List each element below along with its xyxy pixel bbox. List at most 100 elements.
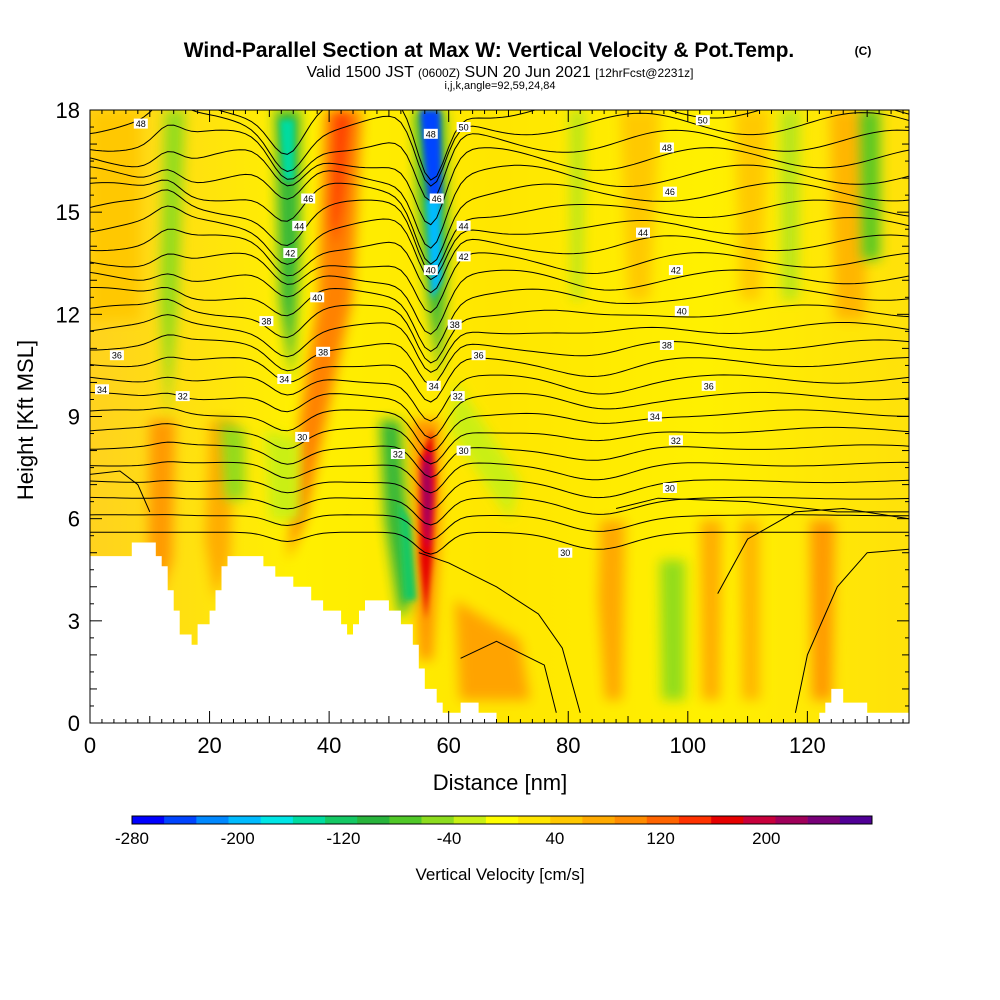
- contour-label: 32: [393, 450, 403, 460]
- contour-label-bg: [659, 142, 674, 153]
- updraft-left-top: [90, 110, 140, 320]
- isentrope-line: [90, 441, 909, 478]
- contour-label: 40: [312, 293, 322, 303]
- y-axis-label: Height [Kft MSL]: [13, 340, 38, 500]
- isentrope-line: [90, 189, 909, 273]
- contour-label: 46: [665, 187, 675, 197]
- colorbar-tick-labels: -280 -200 -120 -40 40 120 200: [115, 829, 781, 848]
- contour-label: 46: [432, 194, 442, 204]
- isentrope-line: [460, 640, 557, 713]
- x-tick-label: 120: [789, 733, 826, 758]
- isentrope-line: [90, 124, 909, 202]
- colorbar-swatch: [260, 816, 294, 824]
- contour-label-bg: [426, 380, 441, 391]
- contour-label: 36: [112, 351, 122, 361]
- colorbar-swatch: [775, 816, 808, 824]
- downdraft-core-left: [280, 120, 294, 180]
- colorbar-swatch: [646, 816, 680, 824]
- isentrope-line: [90, 269, 909, 335]
- colorbar-tick-label: -120: [326, 829, 360, 848]
- y-tick-label: 3: [68, 609, 80, 634]
- contour-label: 38: [662, 341, 672, 351]
- isentrope-line: [90, 531, 909, 555]
- isentrope-line: [90, 374, 909, 422]
- colorbar-frame: [131, 815, 873, 825]
- updraft-upper-right-2: [735, 110, 770, 300]
- downdraft-core-low: [398, 500, 416, 600]
- colorbar-swatch: [711, 816, 744, 824]
- contour-label-bg: [390, 449, 405, 459]
- contour-label: 40: [677, 306, 687, 316]
- contour-label: 34: [650, 412, 660, 422]
- isentrope-line: [615, 497, 909, 513]
- updraft-low-level: [455, 600, 530, 700]
- isentrope-line: [90, 470, 151, 513]
- title-tag: (C): [855, 44, 872, 58]
- updraft-upper-right: [620, 110, 660, 300]
- contour-label: 40: [426, 266, 436, 276]
- contour-label-bg: [636, 227, 650, 238]
- colorbar-tick-label: 40: [545, 829, 564, 848]
- colorbar-swatch: [582, 816, 615, 824]
- contour-label-bg: [292, 220, 307, 231]
- y-tick-label: 0: [68, 711, 80, 736]
- contour-label: 30: [560, 548, 570, 558]
- contour-label-bg: [695, 115, 710, 126]
- downdraft-band-3b: [450, 380, 520, 520]
- valid-date: SUN 20 Jun 2021: [464, 64, 590, 81]
- velocity-field: [90, 110, 880, 700]
- isentrope-line: [216, 110, 909, 181]
- isentrope-line: [90, 110, 909, 187]
- x-tick-label: 100: [669, 733, 706, 758]
- contour-label: 38: [261, 317, 271, 327]
- colorbar-swatch: [807, 816, 841, 824]
- colorbar-swatch: [518, 816, 551, 824]
- colorbar-tick-label: -40: [437, 829, 462, 848]
- downdraft-band-10: [265, 430, 300, 520]
- contour-label-bg: [283, 248, 298, 258]
- contour-label: 44: [459, 221, 469, 231]
- contour-label-bg: [423, 265, 438, 276]
- isentrope-line: [794, 548, 909, 713]
- contour-label-bg: [423, 128, 438, 139]
- colorbar-tick-label: 200: [752, 829, 780, 848]
- contour-label: 36: [704, 381, 714, 391]
- colorbar-swatch: [357, 816, 390, 824]
- contour-label-bg: [175, 391, 190, 402]
- isentrope-line: [90, 391, 909, 439]
- updraft-band-6: [700, 520, 722, 700]
- isentrope-line: [90, 479, 909, 510]
- isentrope-line: [90, 205, 909, 281]
- chart-title: Wind-Parallel Section at Max W: Vertical…: [184, 39, 795, 62]
- downdraft-band-8: [780, 110, 800, 300]
- y-tick-label: 6: [68, 507, 80, 532]
- contour-label: 36: [474, 351, 484, 361]
- downdraft-core-mid: [426, 200, 442, 300]
- y-tick-label: 12: [56, 302, 80, 327]
- contour-label: 48: [426, 129, 436, 139]
- updraft-band-8: [810, 520, 835, 700]
- contour-label: 50: [459, 123, 469, 133]
- colorbar-swatch: [325, 816, 358, 824]
- contour-label-bg: [316, 346, 331, 357]
- contour-label-bg: [668, 435, 683, 446]
- contour-label-bg: [456, 122, 471, 132]
- contour-label-bg: [301, 193, 316, 204]
- contour-label-bg: [95, 384, 109, 395]
- y-tick-label: 18: [56, 98, 80, 123]
- updraft-band-1: [288, 110, 362, 560]
- x-tick-label: 20: [197, 733, 221, 758]
- contour-label-bg: [109, 350, 124, 361]
- contour-label-bg: [456, 445, 471, 456]
- subtitle: Valid 1500 JST (0600Z) SUN 20 Jun 2021 […: [307, 64, 694, 81]
- isentrope-line: [90, 314, 909, 373]
- contour-label: 34: [429, 381, 439, 391]
- contour-label: 42: [459, 252, 469, 262]
- isentrope-line: [90, 164, 909, 249]
- colorbar-swatch: [228, 816, 261, 824]
- colorbar-swatch: [453, 816, 487, 824]
- isentrope-line: [90, 407, 909, 453]
- contour-label: 32: [671, 436, 681, 446]
- colorbar-tick-label: -280: [115, 829, 149, 848]
